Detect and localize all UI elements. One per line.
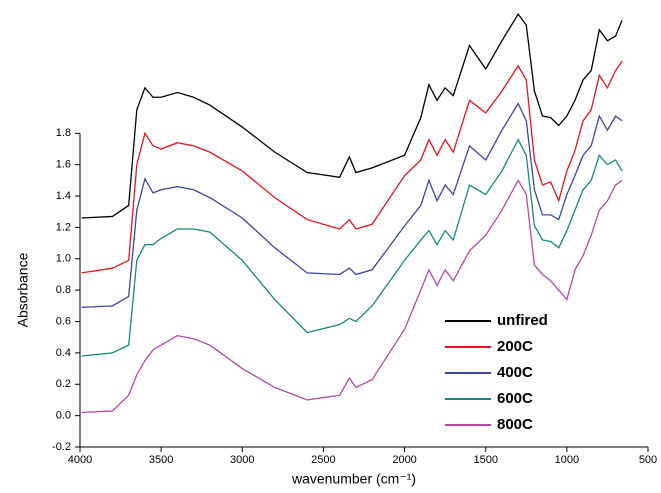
y-tick-label: 0.0 (56, 410, 71, 422)
y-tick-label: 0.2 (56, 378, 71, 390)
y-tick-label: 1.0 (56, 253, 71, 265)
x-tick-label: 500 (639, 454, 657, 466)
x-tick-label: 1000 (555, 454, 579, 466)
legend-label: 800C (497, 416, 533, 433)
y-tick-label: 0.8 (56, 284, 71, 296)
y-tick-label: 1.8 (56, 127, 71, 139)
y-tick-label: 0.4 (56, 347, 71, 359)
plot-area (81, 12, 623, 414)
x-axis-label: wavenumber (cm⁻¹) (291, 471, 416, 487)
legend-label: 400C (497, 364, 533, 381)
x-tick-label: 1500 (473, 454, 497, 466)
x-tick-label: 4000 (68, 454, 92, 466)
y-tick-label: 1.2 (56, 221, 71, 233)
y-axis-label: Absorbance (15, 252, 31, 327)
y-tick-label: 1.4 (56, 190, 71, 202)
x-tick-label: 3500 (149, 454, 173, 466)
x-tick-label: 2000 (392, 454, 416, 466)
series-line (81, 179, 623, 414)
y-tick-label: 1.6 (56, 159, 71, 171)
x-tick-label: 3000 (230, 454, 254, 466)
legend-label: unfired (497, 312, 548, 329)
legend-label: 200C (497, 338, 533, 355)
legend-label: 600C (497, 390, 533, 407)
y-tick-label: 0.6 (56, 315, 71, 327)
series-line (81, 12, 623, 219)
y-tick-label: -0.2 (52, 441, 71, 453)
series-line (81, 138, 623, 357)
series-line (81, 102, 623, 309)
x-tick-label: 2500 (311, 454, 335, 466)
series-line (81, 60, 623, 274)
